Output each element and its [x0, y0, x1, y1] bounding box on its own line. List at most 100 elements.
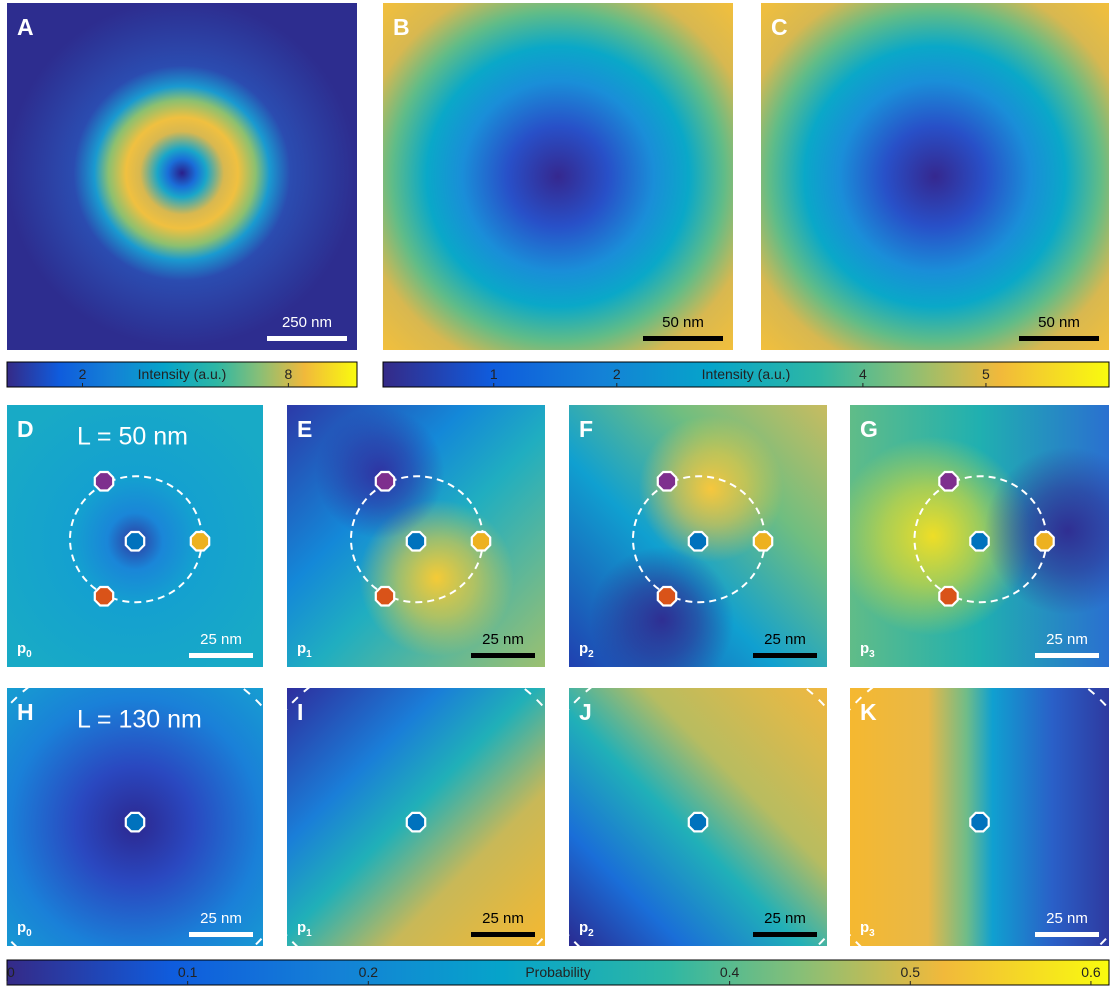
scale-bar-label: 25 nm	[482, 631, 524, 648]
panel-letter: K	[860, 699, 877, 725]
colorbar-tick-label: 2	[79, 366, 87, 382]
marker	[970, 813, 988, 832]
scale-bar	[753, 932, 817, 937]
sub-label-subscript: 2	[588, 649, 594, 660]
sub-label-subscript: 2	[588, 928, 594, 939]
sub-label-text: p	[17, 640, 26, 657]
panel-letter: H	[17, 699, 34, 725]
colorbar-label: Intensity (a.u.)	[702, 366, 791, 382]
sub-label-text: p	[579, 640, 588, 657]
panel: C 50 nm	[761, 3, 1109, 350]
panel-letter: D	[17, 416, 34, 442]
colorbar-tick-label: 0.4	[720, 964, 740, 980]
sub-label-subscript: 3	[869, 649, 875, 660]
scale-bar	[267, 336, 347, 341]
figure: A250 nmB50 nmC50 nmDL = 50 nmp025 nmEp12…	[0, 0, 1119, 991]
marker	[407, 813, 425, 832]
scale-bar	[753, 653, 817, 658]
colorbar: Intensity (a.u.) 1 2 4 5	[383, 362, 1109, 387]
marker	[939, 472, 957, 491]
colorbar: Intensity (a.u.) 2 8	[7, 362, 357, 387]
panel: A 250 nm	[7, 3, 357, 350]
marker	[689, 813, 707, 832]
sub-label-subscript: 0	[26, 928, 32, 939]
marker	[472, 532, 490, 551]
panel-letter: B	[393, 14, 410, 40]
panel: B 50 nm	[383, 3, 733, 350]
colorbar-tick-label: 4	[859, 366, 867, 382]
marker	[689, 532, 707, 551]
scale-bar	[1035, 932, 1099, 937]
sub-label-subscript: 3	[869, 928, 875, 939]
marker	[939, 587, 957, 606]
colorbar-tick-label: 0	[7, 964, 15, 980]
scale-bar-label: 25 nm	[200, 910, 242, 927]
scale-bar	[471, 932, 535, 937]
colorbar-tick-label: 0.6	[1081, 964, 1101, 980]
scale-bar-label: 250 nm	[282, 314, 332, 331]
panel: Fp2 25 nm	[569, 405, 827, 667]
panel-letter: G	[860, 416, 878, 442]
panel-letter: J	[579, 699, 592, 725]
marker	[658, 472, 676, 491]
colorbar-tick-label: 8	[284, 366, 292, 382]
colorbar-tick-label: 2	[613, 366, 621, 382]
colorbar-tick-label: 0.5	[901, 964, 921, 980]
panel-label: L = 50 nm	[77, 423, 188, 451]
marker	[754, 532, 772, 551]
panel-image	[761, 3, 1109, 350]
panel-image	[383, 3, 733, 350]
scale-bar-label: 25 nm	[200, 631, 242, 648]
scale-bar	[1035, 653, 1099, 658]
marker	[1035, 532, 1053, 551]
panel-label: L = 130 nm	[77, 706, 202, 734]
colorbar: Probability 0 0.1 0.2 0.4 0.5 0.6	[7, 960, 1109, 985]
panel-letter: A	[17, 14, 34, 40]
colorbar-tick-label: 0.1	[178, 964, 198, 980]
marker	[95, 472, 113, 491]
colorbar-label: Probability	[525, 964, 590, 980]
panel: D L = 50 nm p0 25 nm	[7, 405, 263, 667]
panel-letter: E	[297, 416, 312, 442]
scale-bar-label: 25 nm	[1046, 910, 1088, 927]
scale-bar	[189, 932, 253, 937]
sub-label-text: p	[860, 640, 869, 657]
panel-image	[7, 3, 357, 350]
panel-letter: F	[579, 416, 593, 442]
sub-label-subscript: 0	[26, 649, 32, 660]
marker	[191, 532, 209, 551]
scale-bar-label: 50 nm	[662, 314, 704, 331]
panel: Gp3 25 nm	[850, 405, 1109, 667]
colorbar-tick-label: 5	[982, 366, 990, 382]
colorbar-label: Intensity (a.u.)	[138, 366, 227, 382]
scale-bar-label: 25 nm	[764, 910, 806, 927]
scale-bar-label: 25 nm	[764, 631, 806, 648]
marker	[407, 532, 425, 551]
marker	[126, 813, 144, 832]
marker	[658, 587, 676, 606]
scale-bar	[189, 653, 253, 658]
scale-bar	[471, 653, 535, 658]
sub-label-text: p	[297, 640, 306, 657]
scale-bar	[643, 336, 723, 341]
scale-bar-label: 50 nm	[1038, 314, 1080, 331]
marker	[126, 532, 144, 551]
sub-label-text: p	[17, 919, 26, 936]
sub-label-subscript: 1	[306, 649, 312, 660]
marker	[376, 587, 394, 606]
scale-bar-label: 25 nm	[1046, 631, 1088, 648]
sub-label-subscript: 1	[306, 928, 312, 939]
marker	[970, 532, 988, 551]
scale-bar-label: 25 nm	[482, 910, 524, 927]
sub-label-text: p	[297, 919, 306, 936]
panel-letter: C	[771, 14, 788, 40]
marker	[95, 587, 113, 606]
colorbar-tick-label: 1	[490, 366, 498, 382]
colorbar-tick-label: 0.2	[359, 964, 379, 980]
panel: Ep1 25 nm	[287, 405, 545, 667]
marker	[376, 472, 394, 491]
